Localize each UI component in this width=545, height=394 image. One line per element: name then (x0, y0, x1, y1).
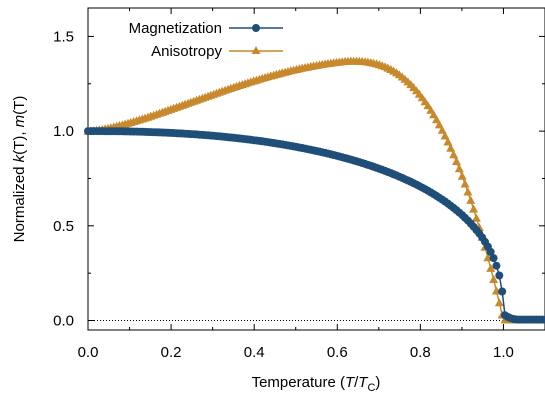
data-point (498, 287, 507, 296)
x-tick-label: 0.4 (244, 344, 265, 361)
x-tick-label: 0.2 (161, 344, 182, 361)
data-point (486, 263, 496, 272)
anisotropy-series (83, 56, 545, 324)
x-tick-label: 0.6 (327, 344, 348, 361)
data-point (440, 131, 450, 140)
x-axis-label: Temperature (T/TC) (252, 374, 381, 394)
y-axis-label: Normalized k(T), m(T) (11, 96, 28, 243)
data-point (457, 171, 467, 180)
data-point (469, 204, 479, 213)
legend-marker-magnetization (252, 24, 260, 32)
x-tick-label: 0.0 (78, 344, 99, 361)
y-tick-label: 0.0 (53, 313, 74, 330)
data-point (452, 157, 461, 166)
x-axis-ticks: 0.0 0.2 0.4 0.6 0.8 1.0 (78, 8, 545, 361)
plot-area: 0.0 0.2 0.4 0.6 0.8 1.0 0.0 0.5 1.0 1.5 (53, 7, 545, 361)
data-point (460, 179, 470, 188)
data-point (437, 125, 447, 134)
y-tick-label: 1.0 (53, 123, 74, 140)
legend-label-anisotropy: Anisotropy (151, 43, 222, 60)
data-point (454, 164, 464, 173)
y-tick-label: 0.5 (53, 218, 74, 235)
legend: Magnetization Anisotropy (129, 20, 283, 60)
x-tick-label: 0.8 (410, 344, 431, 361)
x-tick-label: 1.0 (493, 344, 514, 361)
legend-label-magnetization: Magnetization (129, 20, 222, 37)
data-point (443, 137, 453, 146)
data-point (541, 315, 545, 324)
series-line (87, 60, 545, 321)
data-point (486, 247, 495, 256)
data-point (489, 254, 498, 263)
data-point (492, 261, 501, 270)
magnetization-series (84, 127, 545, 324)
data-point (466, 195, 476, 204)
data-point (449, 150, 459, 159)
plot-frame (87, 7, 545, 331)
data-point (494, 298, 504, 307)
legend-marker-anisotropy (251, 46, 261, 54)
data-point (489, 274, 499, 283)
data-point (446, 143, 456, 152)
y-axis-ticks: 0.0 0.5 1.0 1.5 (53, 28, 545, 330)
data-point (495, 271, 504, 280)
y-tick-label: 1.5 (53, 28, 74, 45)
data-point (463, 187, 473, 196)
data-point (432, 115, 441, 124)
data-point (471, 213, 481, 222)
data-point (434, 120, 444, 129)
